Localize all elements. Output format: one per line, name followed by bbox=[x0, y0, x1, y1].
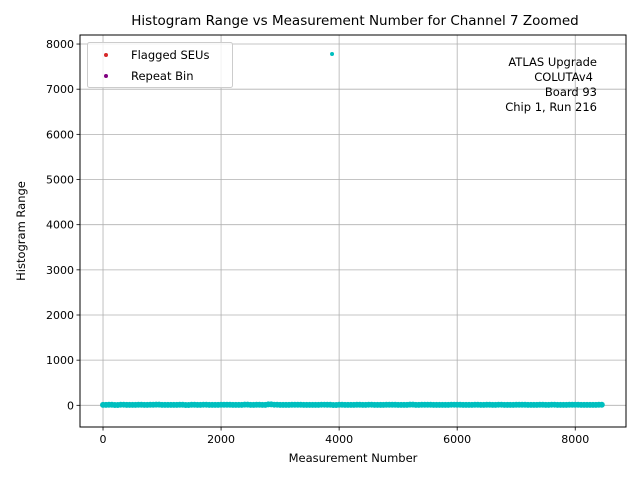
data-points bbox=[100, 51, 605, 408]
axis-ticks: 0 2000 4000 6000 8000 0 1000 2000 3000 4000 5000 60… bbox=[46, 38, 589, 446]
x-tick-label: 2000 bbox=[207, 433, 235, 446]
annotation-line: Chip 1, Run 216 bbox=[505, 100, 597, 114]
legend-label-repeat-bin: Repeat Bin bbox=[131, 69, 194, 83]
y-tick-label: 5000 bbox=[46, 174, 74, 187]
plot-frame bbox=[79, 34, 627, 428]
y-axis-label: Histogram Range bbox=[14, 181, 28, 281]
x-tick-label: 8000 bbox=[561, 433, 589, 446]
y-tick-label: 2000 bbox=[46, 309, 74, 322]
annotation: ATLAS Upgrade COLUTAv4 Board 93 Chip 1, … bbox=[505, 55, 597, 114]
legend: Flagged SEUs Repeat Bin bbox=[87, 42, 233, 88]
annotation-line: Board 93 bbox=[545, 85, 597, 99]
y-tick-label: 3000 bbox=[46, 264, 74, 277]
x-axis-label: Measurement Number bbox=[289, 451, 418, 465]
x-tick-label: 4000 bbox=[325, 433, 353, 446]
legend-frame bbox=[87, 42, 233, 88]
y-tick-label: 0 bbox=[67, 399, 74, 412]
outlier-point bbox=[330, 51, 335, 56]
legend-marker-flagged-seus bbox=[104, 53, 108, 57]
annotation-line: COLUTAv4 bbox=[534, 70, 593, 84]
chart-title: Histogram Range vs Measurement Number fo… bbox=[131, 13, 578, 29]
data-point bbox=[598, 401, 605, 408]
annotation-line: ATLAS Upgrade bbox=[508, 55, 597, 69]
y-tick-label: 6000 bbox=[46, 128, 74, 141]
legend-label-flagged-seus: Flagged SEUs bbox=[131, 48, 209, 62]
x-tick-label: 0 bbox=[100, 433, 107, 446]
y-tick-label: 4000 bbox=[46, 219, 74, 232]
x-tick-label: 6000 bbox=[443, 433, 471, 446]
y-tick-label: 1000 bbox=[46, 354, 74, 367]
y-tick-label: 8000 bbox=[46, 38, 74, 51]
y-tick-label: 7000 bbox=[46, 83, 74, 96]
legend-marker-repeat-bin bbox=[104, 74, 108, 78]
